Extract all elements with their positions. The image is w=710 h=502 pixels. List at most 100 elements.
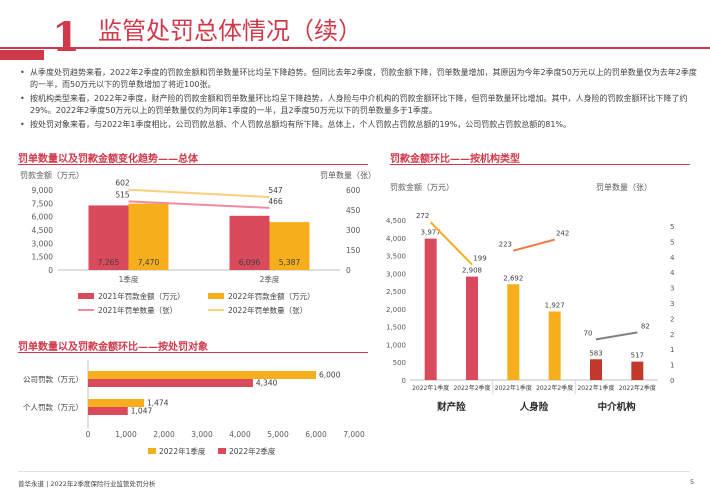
chart3-y-tick: 3,000 [386, 270, 406, 278]
chart1-bar-label: 7,265 [98, 258, 120, 267]
chart3-bar-label: 583 [589, 349, 602, 357]
chart3-title-rule [390, 164, 690, 165]
chart2-x-tick: 6,000 [305, 430, 327, 439]
chart2-bar-label: 6,000 [319, 371, 341, 380]
chart1-legend-label: 2022年罚单数量（张） [228, 305, 307, 315]
chart1-y2-tick: 450 [346, 206, 361, 215]
chart3-x-tick: 2022年1季度 [577, 384, 614, 392]
chart1-bar-label: 6,096 [239, 258, 261, 267]
chart2-title-rule [18, 352, 368, 353]
summary-bullets: 从季度处罚趋势来看，2022年2季度的罚款金额和罚单数量环比均呈下降趋势。但同比… [18, 67, 698, 133]
chart3-group-label: 财产险 [436, 401, 466, 413]
header-rule [0, 47, 710, 49]
chart1-line-label: 547 [268, 186, 283, 195]
section-number: 1 [52, 14, 80, 61]
chart1-series-line [128, 188, 270, 199]
chart2-x-tick: 1,000 [115, 430, 137, 439]
chart3-y-axis-label: 罚款金额（万元） [390, 182, 454, 192]
chart3-y-tick: 4,500 [386, 217, 406, 225]
chart3-y-tick: 1,000 [386, 341, 406, 349]
bullet-2: 按机构类型来看，2022年2季度，财产险的罚款金额和罚单数量环比均呈下降趋势，人… [18, 93, 698, 117]
chart3-count-label: 82 [641, 322, 650, 330]
chart3-y-tick: 0 [402, 377, 406, 385]
chart1-y-tick: 3,000 [32, 239, 54, 248]
chart1-y2-tick: 300 [346, 226, 361, 235]
chart3-bar [424, 238, 437, 380]
chart3-x-tick: 2022年2季度 [536, 384, 573, 392]
chart2-x-tick: 2,000 [153, 430, 175, 439]
chart3-y2-tick: 1 [670, 362, 674, 370]
chart3-y-tick: 3,500 [386, 253, 406, 261]
chart2-bar-label: 4,340 [256, 379, 278, 388]
chart1-legend-swatch [208, 293, 224, 299]
chart3-bar-label: 2,908 [462, 267, 482, 275]
chart3-bar [507, 284, 520, 380]
chart3-group-label: 人身险 [520, 401, 549, 413]
chart3-y2-tick: 2 [670, 315, 674, 323]
chart3-y2-tick: 5 [670, 223, 674, 231]
page-header: 1 监管处罚总体情况（续） [0, 0, 710, 62]
chart1-y2-tick: 600 [346, 186, 361, 195]
chart2-x-tick: 5,000 [267, 430, 289, 439]
chart3-count-line [513, 238, 555, 252]
chart2-category-label: 公司罚款（万元） [23, 374, 83, 384]
chart1-x-tick: 2季度 [260, 274, 280, 284]
chart3-y-tick: 2,500 [386, 288, 406, 296]
chart1-bar [88, 205, 129, 270]
chart1-bar-label: 5,387 [279, 258, 301, 267]
chart1-y2-tick: 0 [346, 266, 351, 275]
chart2-category-label: 个人罚款（万元） [23, 402, 83, 412]
chart1-y-tick: 1,500 [32, 253, 54, 262]
chart3-y-tick: 4,000 [386, 235, 406, 243]
chart1-bar [128, 203, 169, 270]
chart3-y2-axis-label: 罚单数量（张） [596, 182, 652, 192]
chart3-count-line [429, 221, 473, 266]
chart1-series-line [128, 200, 270, 209]
chart3-x-tick: 2022年2季度 [453, 384, 490, 392]
chart3-bar-label: 2,692 [503, 274, 523, 282]
chart1-svg: 罚款金额（万元） 罚单数量（张） 0 1,500 3,000 4,500 6,000 7,50… [20, 170, 376, 315]
chart3-count-label: 223 [499, 241, 512, 249]
chart1-bar [269, 222, 310, 270]
chart2-bar [88, 407, 128, 415]
chart2-x-tick: 3,000 [191, 430, 213, 439]
chart3-y2-tick: 4 [670, 254, 675, 262]
chart3-count-label: 70 [584, 329, 593, 337]
chart1-y2-tick: 150 [346, 246, 361, 255]
chart3-y2-tick: 4 [670, 269, 675, 277]
chart1-legend-label: 2021年罚款金额（万元） [98, 291, 185, 301]
chart2-bar-label: 1,047 [131, 407, 153, 416]
chart2-legend-swatch [148, 448, 156, 454]
chart3-svg: 罚款金额（万元） 罚单数量（张） 0 500 1,000 1,500 2,000 2,500 3… [386, 182, 675, 413]
chart3-y2-tick: 1 [670, 346, 674, 354]
chart3-count-label: 272 [416, 212, 429, 220]
chart3-y-tick: 1,500 [386, 324, 406, 332]
chart1-y-tick: 0 [48, 266, 53, 275]
chart3-bar-label: 1,927 [545, 301, 565, 309]
footer-text: 普华永道 | 2022年2季度保险行业监管处罚分析 [18, 480, 156, 488]
page-number: 5 [690, 478, 695, 486]
chart1-y2-axis-label: 罚单数量（张） [320, 170, 376, 180]
chart3-bar [548, 311, 561, 380]
page-title: 监管处罚总体情况（续） [98, 17, 362, 45]
chart1-y-tick: 4,500 [32, 226, 54, 235]
chart3-y2-tick: 3 [670, 300, 674, 308]
chart1-title-rule [18, 164, 368, 165]
chart1-y-tick: 9,000 [32, 186, 54, 195]
chart2-legend-label: 2022年2季度 [229, 446, 276, 456]
bullet-3: 按处罚对象来看，与2022年1季度相比，公司罚款总额、个人罚款总额均有所下降。总… [18, 119, 698, 131]
chart3-bar [631, 361, 644, 380]
chart2-bar [88, 371, 316, 379]
chart1-line-label: 515 [115, 190, 130, 199]
chart3-count-label: 242 [556, 230, 569, 238]
chart1-y-tick: 7,500 [32, 199, 54, 208]
chart1-title: 罚单数量以及罚款金额变化趋势——总体 [18, 154, 198, 165]
chart3-y-tick: 500 [393, 359, 406, 367]
footer-rule [18, 471, 690, 472]
chart2-title: 罚单数量以及罚款金额环比——按处罚对象 [18, 342, 208, 353]
chart3-x-tick: 2022年1季度 [412, 384, 449, 392]
chart2-bar [88, 399, 145, 407]
chart2-bar-label: 1,474 [147, 399, 169, 408]
chart2-bar [88, 379, 253, 387]
